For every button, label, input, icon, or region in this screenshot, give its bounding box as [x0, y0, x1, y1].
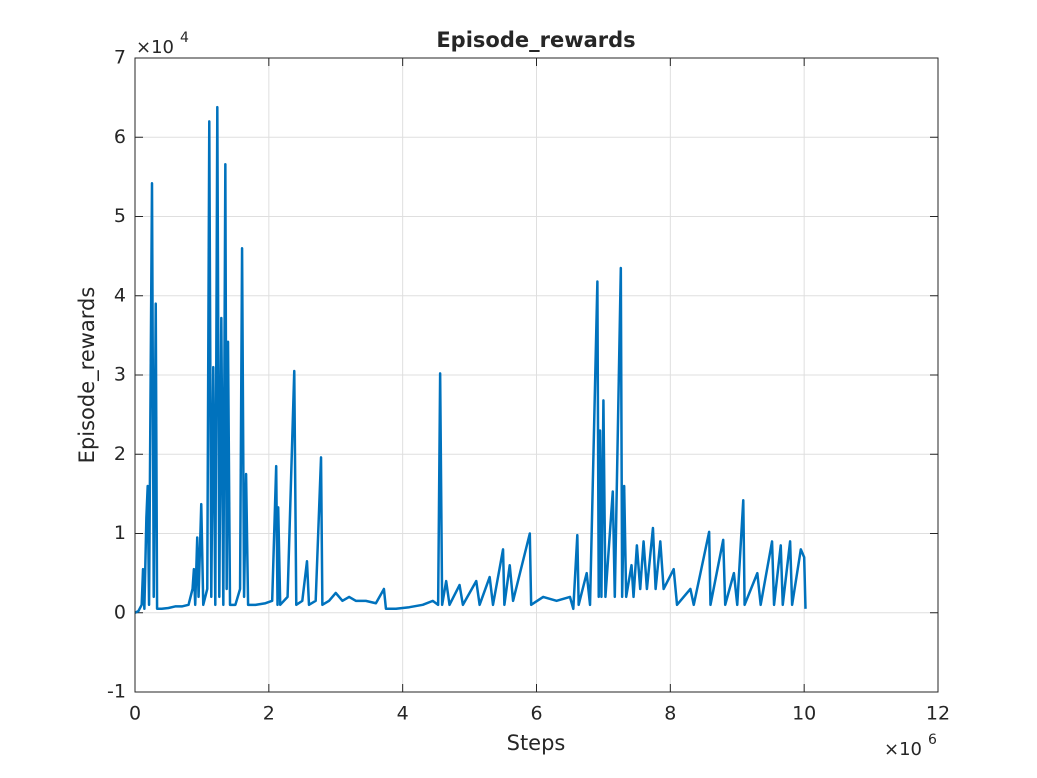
y-tick-label: 4: [114, 284, 126, 306]
x-tick-label: 8: [664, 703, 676, 725]
x-tick-label: 10: [792, 703, 816, 725]
x-multiplier-exponent: 6: [928, 732, 937, 748]
y-tick-label: 6: [114, 126, 126, 148]
x-tick-label: 12: [926, 703, 950, 725]
x-tick-label: 4: [397, 703, 409, 725]
y-tick-label: 7: [114, 47, 126, 69]
y-multiplier-exponent: 4: [180, 30, 189, 46]
y-tick-label: 3: [114, 364, 126, 386]
x-multiplier-base: ×10: [884, 739, 922, 760]
x-tick-label: 0: [129, 703, 141, 725]
y-tick-label: 1: [114, 522, 126, 544]
y-axis-label: Episode_rewards: [75, 287, 100, 464]
y-tick-label: 0: [114, 601, 126, 623]
y-multiplier-base: ×10: [136, 37, 174, 58]
y-tick-label: 5: [114, 205, 126, 227]
x-tick-label: 2: [263, 703, 275, 725]
x-axis-label: Steps: [507, 731, 566, 755]
plot-frame: [134, 57, 939, 693]
data-line: [134, 105, 807, 614]
x-tick-label: 6: [530, 703, 542, 725]
chart-title: Episode_rewards: [436, 28, 635, 52]
y-tick-label: -1: [107, 681, 126, 703]
y-tick-label: 2: [114, 443, 126, 465]
